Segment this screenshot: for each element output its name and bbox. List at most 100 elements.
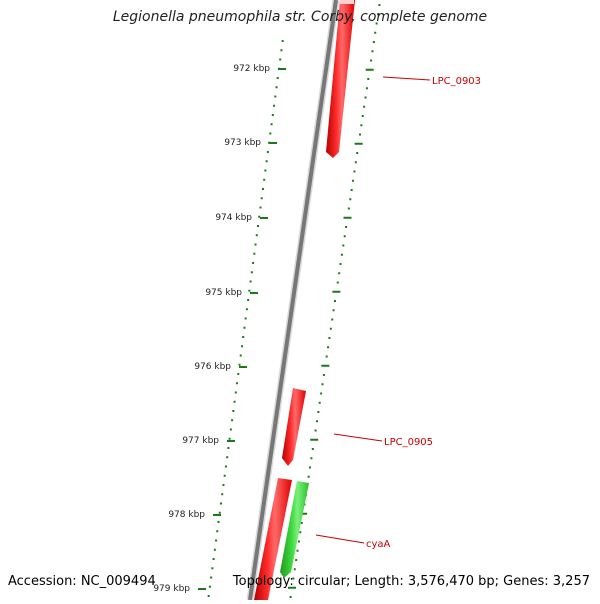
outer-dot bbox=[375, 22, 378, 25]
scale-dot bbox=[220, 502, 222, 505]
outer-dot bbox=[353, 170, 356, 173]
scale-dot bbox=[210, 576, 213, 579]
outer-dot bbox=[340, 253, 343, 256]
scale-dot bbox=[264, 169, 267, 172]
scale-dot bbox=[269, 132, 272, 135]
scale-dot bbox=[223, 474, 226, 477]
scale-dot bbox=[245, 308, 248, 311]
outer-dot bbox=[354, 161, 357, 164]
label-leader bbox=[382, 76, 431, 81]
outer-dot bbox=[292, 577, 295, 580]
outer-dot bbox=[327, 346, 330, 349]
tick-label: 975 kbp bbox=[205, 288, 242, 298]
scale-dot bbox=[226, 456, 229, 459]
outer-dot bbox=[315, 420, 318, 423]
outer-dot bbox=[314, 429, 317, 432]
outer-dot bbox=[358, 133, 361, 136]
outer-dot bbox=[336, 281, 339, 284]
scale-dot bbox=[218, 511, 221, 514]
outer-dot bbox=[332, 309, 335, 312]
gene-label: LPC_0903 bbox=[432, 76, 481, 87]
scale-dot bbox=[232, 410, 235, 412]
outer-dot bbox=[378, 4, 381, 6]
outer-dot bbox=[347, 207, 350, 210]
scale-dot bbox=[221, 493, 224, 496]
scale-dot bbox=[212, 558, 215, 560]
scale-dot bbox=[260, 197, 263, 200]
gene-layer bbox=[254, 0, 355, 600]
outer-dot bbox=[307, 475, 310, 478]
backbone bbox=[248, 0, 338, 601]
scale-dot bbox=[253, 252, 256, 255]
outer-dot bbox=[318, 401, 321, 404]
scale-dot bbox=[249, 280, 252, 283]
outer-dot bbox=[296, 549, 299, 552]
scale-dot bbox=[254, 243, 257, 246]
scale-dot bbox=[250, 271, 253, 274]
outer-dot bbox=[377, 13, 380, 16]
gene-arrow bbox=[326, 0, 355, 158]
scale-dot bbox=[227, 447, 230, 449]
tick-label: 972 kbp bbox=[233, 64, 270, 74]
tick-label: 976 kbp bbox=[194, 362, 231, 372]
gene-label-layer: LPC_0903 LPC_0905 cyaA bbox=[315, 76, 481, 550]
outer-dot bbox=[329, 327, 332, 330]
scale-dot bbox=[231, 419, 234, 422]
scale-dot bbox=[236, 382, 239, 385]
scale-dot bbox=[258, 215, 261, 218]
outer-dot bbox=[352, 179, 355, 182]
outer-dot bbox=[367, 78, 370, 80]
scale-dot bbox=[257, 225, 259, 227]
outer-dot bbox=[345, 226, 348, 228]
scale-dot bbox=[255, 234, 258, 237]
outer-dot bbox=[339, 263, 342, 265]
scale-dot bbox=[244, 317, 247, 320]
scale-dot bbox=[207, 595, 210, 597]
outer-dot bbox=[328, 337, 331, 339]
scale-dot bbox=[243, 326, 246, 329]
scale-dot bbox=[266, 151, 269, 153]
scale-dot bbox=[247, 299, 250, 301]
outer-dot bbox=[311, 448, 314, 450]
scale-dot bbox=[222, 484, 225, 486]
outer-dot bbox=[321, 383, 324, 386]
tick-label: 978 kbp bbox=[168, 510, 205, 520]
outer-dot bbox=[338, 272, 341, 275]
accession-text: Accession: NC_009494 bbox=[8, 574, 156, 589]
outer-dot bbox=[371, 50, 374, 53]
outer-dot bbox=[350, 189, 353, 191]
outer-dot bbox=[342, 244, 345, 247]
scale-dot bbox=[213, 548, 216, 551]
gene-arrow bbox=[280, 481, 309, 578]
scale-dot bbox=[276, 77, 279, 79]
scale-dot bbox=[271, 114, 274, 116]
scale-dot bbox=[217, 521, 220, 523]
outer-dot bbox=[297, 540, 300, 543]
tick-label: 973 kbp bbox=[224, 138, 261, 148]
scale-dot bbox=[274, 95, 277, 98]
outer-dot bbox=[317, 411, 320, 413]
outer-dot bbox=[310, 457, 313, 460]
gene-label: LPC_0905 bbox=[384, 437, 433, 448]
scale-dot bbox=[237, 373, 240, 375]
gene-arrow bbox=[282, 388, 306, 466]
tick-label: 974 kbp bbox=[215, 213, 252, 223]
scale-dot bbox=[215, 539, 218, 542]
outer-dot bbox=[343, 235, 346, 238]
gene-arrow-cap bbox=[340, 0, 354, 4]
scale-dot bbox=[259, 206, 262, 209]
outer-dot bbox=[325, 355, 328, 358]
scale-dot bbox=[265, 160, 268, 163]
outer-dot bbox=[299, 531, 302, 534]
scale-dot bbox=[224, 465, 227, 468]
outer-dot bbox=[349, 198, 352, 201]
outer-dot bbox=[322, 374, 325, 376]
scale-dot bbox=[234, 391, 237, 394]
outer-dot bbox=[320, 392, 323, 395]
outer-dot bbox=[293, 568, 296, 571]
tick-label: 977 kbp bbox=[182, 436, 219, 446]
outer-dot bbox=[295, 559, 298, 561]
scale-dot bbox=[216, 530, 219, 533]
gene-arrow bbox=[254, 478, 292, 600]
